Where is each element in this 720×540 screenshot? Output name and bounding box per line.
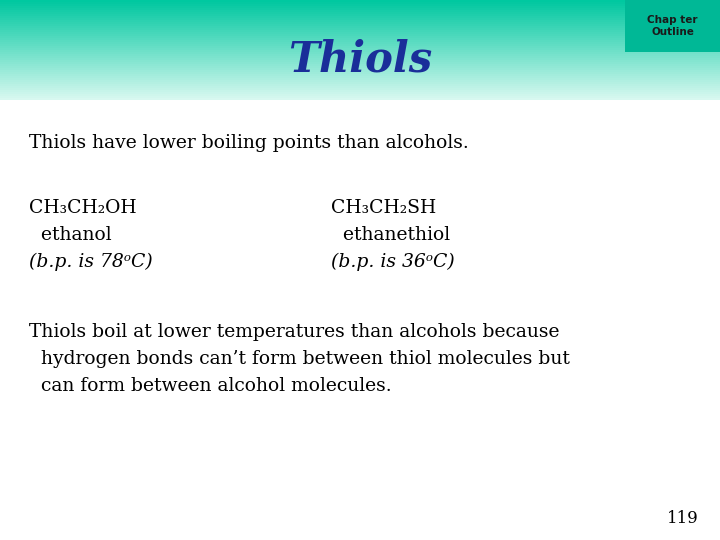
Text: 119: 119 bbox=[667, 510, 698, 527]
Text: hydrogen bonds can’t form between thiol molecules but: hydrogen bonds can’t form between thiol … bbox=[29, 350, 570, 368]
Text: CH₃CH₂OH: CH₃CH₂OH bbox=[29, 199, 136, 217]
Text: CH₃CH₂SH: CH₃CH₂SH bbox=[331, 199, 436, 217]
Text: Chap ter
Outline: Chap ter Outline bbox=[647, 15, 698, 37]
FancyBboxPatch shape bbox=[625, 0, 720, 52]
Text: Thiols boil at lower temperatures than alcohols because: Thiols boil at lower temperatures than a… bbox=[29, 323, 559, 341]
Text: (b.p. is 78ᵒC): (b.p. is 78ᵒC) bbox=[29, 253, 153, 271]
Text: can form between alcohol molecules.: can form between alcohol molecules. bbox=[29, 377, 392, 395]
Text: Thiols: Thiols bbox=[288, 39, 432, 81]
Text: ethanethiol: ethanethiol bbox=[331, 226, 450, 244]
Text: (b.p. is 36ᵒC): (b.p. is 36ᵒC) bbox=[331, 253, 455, 271]
Text: Thiols have lower boiling points than alcohols.: Thiols have lower boiling points than al… bbox=[29, 134, 469, 152]
Text: ethanol: ethanol bbox=[29, 226, 112, 244]
